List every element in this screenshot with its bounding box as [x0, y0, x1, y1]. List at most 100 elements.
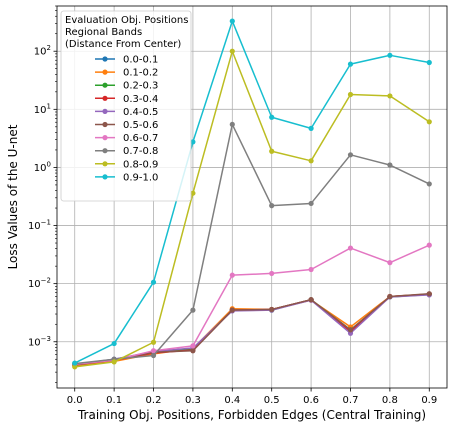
- x-tick-label: 0.9: [421, 395, 437, 406]
- y-tick-label: 10−1: [28, 219, 51, 233]
- data-point: [426, 242, 432, 248]
- data-point: [190, 190, 196, 196]
- series-0.7-0.8: [72, 121, 432, 367]
- data-point: [190, 139, 196, 145]
- legend-entry: 0.0-0.1: [95, 55, 158, 66]
- x-tick-label: 0.6: [303, 395, 319, 406]
- x-tick-label: 0.2: [146, 395, 162, 406]
- legend-label: 0.9-1.0: [123, 172, 158, 183]
- legend-label: 0.6-0.7: [123, 133, 158, 144]
- legend-marker: [102, 135, 108, 141]
- y-tick-label: 101: [34, 102, 51, 116]
- data-point: [308, 297, 314, 303]
- legend-marker: [102, 69, 108, 75]
- legend-label: 0.0-0.1: [123, 55, 158, 66]
- legend-marker: [102, 56, 108, 62]
- legend-marker: [102, 174, 108, 180]
- data-point: [190, 343, 196, 349]
- y-tick-label: 10−2: [28, 277, 51, 291]
- legend-entry: 0.1-0.2: [95, 68, 158, 79]
- legend-marker: [102, 108, 108, 114]
- series-layer: [72, 18, 432, 370]
- data-point: [229, 48, 235, 54]
- data-point: [150, 339, 157, 345]
- legend-entry: 0.8-0.9: [95, 159, 158, 170]
- data-point: [150, 352, 157, 359]
- data-point: [387, 93, 393, 99]
- data-point: [111, 340, 117, 347]
- y-tick-label: 10−3: [28, 335, 51, 349]
- legend-entry: 0.7-0.8: [95, 146, 158, 157]
- data-point: [269, 114, 275, 120]
- series-0.9-1.0: [72, 18, 432, 366]
- legend-label: 0.2-0.3: [123, 81, 158, 92]
- y-axis-title: Loss Values of the U-net: [6, 124, 20, 269]
- ticks: 0.0 0.1 0.2 0.3 0.4 0.5 0.6 0.7 0.8 0.9 10−3 10−2 10…: [28, 5, 437, 406]
- data-point: [308, 266, 314, 273]
- legend-label: 0.4-0.5: [123, 107, 158, 118]
- x-tick-label: 0.5: [264, 395, 280, 406]
- data-point: [308, 158, 314, 164]
- data-point: [269, 306, 275, 313]
- legend-entry: 0.4-0.5: [95, 107, 158, 118]
- x-tick-label: 0.1: [106, 395, 122, 406]
- data-point: [72, 360, 78, 366]
- data-point: [111, 359, 117, 365]
- data-point: [347, 152, 354, 158]
- legend-label: 0.5-0.6: [123, 120, 158, 131]
- legend-marker: [102, 148, 108, 154]
- data-point: [347, 91, 354, 98]
- data-point: [387, 293, 393, 300]
- plot-frame: [56, 5, 448, 389]
- legend-label: 0.8-0.9: [123, 159, 158, 170]
- data-point: [229, 307, 235, 313]
- data-point: [426, 119, 432, 125]
- data-point: [387, 260, 393, 266]
- legend-entry: 0.5-0.6: [95, 120, 158, 131]
- legend-entry: 0.3-0.4: [95, 94, 158, 105]
- legend-title-line: Regional Bands: [65, 27, 142, 38]
- x-tick-label: 0.3: [185, 395, 201, 406]
- legend-box: [60, 10, 192, 202]
- legend-title-line: Evaluation Obj. Positions: [65, 15, 188, 26]
- legend-entry: 0.2-0.3: [95, 81, 158, 92]
- legend-label: 0.3-0.4: [123, 94, 158, 105]
- data-point: [269, 203, 275, 209]
- data-point: [308, 125, 314, 131]
- data-point: [347, 327, 354, 333]
- y-tick-label: 100: [34, 160, 51, 174]
- data-point: [347, 245, 354, 251]
- y-tick-label: 102: [34, 44, 51, 58]
- data-point: [150, 348, 157, 354]
- series-line: [74, 244, 430, 365]
- x-axis-title: Training Obj. Positions, Forbidden Edges…: [77, 408, 426, 422]
- legend-entry: 0.9-1.0: [95, 172, 158, 183]
- data-point: [190, 307, 196, 313]
- data-point: [426, 181, 432, 187]
- data-point: [72, 364, 78, 370]
- legend-entry: 0.6-0.7: [95, 133, 158, 144]
- x-tick-label: 0.8: [382, 395, 398, 406]
- legend-label: 0.7-0.8: [123, 146, 158, 157]
- legend-label: 0.1-0.2: [123, 68, 158, 79]
- data-point: [308, 200, 314, 207]
- x-tick-label: 0.7: [343, 395, 359, 406]
- data-point: [426, 291, 432, 297]
- series-line: [74, 50, 430, 368]
- legend-title-line: (Distance From Center): [65, 39, 181, 50]
- data-point: [387, 162, 393, 168]
- legend-marker: [102, 161, 108, 167]
- series-line: [74, 20, 430, 364]
- data-point: [190, 348, 196, 354]
- data-point: [387, 52, 393, 58]
- series-0.8-0.9: [72, 48, 432, 370]
- data-point: [426, 59, 432, 66]
- data-point: [229, 18, 235, 24]
- data-point: [269, 148, 275, 154]
- series-line: [74, 123, 430, 365]
- x-tick-label: 0.4: [224, 395, 240, 406]
- data-point: [269, 270, 275, 277]
- legend-marker: [102, 82, 108, 88]
